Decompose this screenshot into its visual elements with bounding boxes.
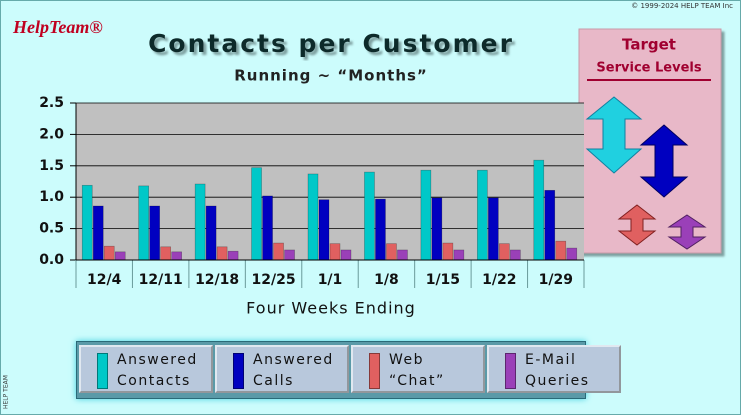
x-tick-label: 12/11 <box>139 272 183 288</box>
bar <box>262 195 273 261</box>
legend-item: Answered Calls <box>215 345 349 393</box>
y-tick-label: 0.0 <box>39 252 64 268</box>
x-tick-label: 1/22 <box>482 272 516 288</box>
x-tick-label: 1/1 <box>318 272 343 288</box>
bar <box>171 251 182 261</box>
target-arrow <box>585 96 643 174</box>
bar <box>114 251 126 261</box>
target-subtitle: Service Levels <box>596 61 701 76</box>
bar <box>273 242 284 261</box>
bar <box>375 198 386 261</box>
bar <box>364 171 375 261</box>
side-label: HELP TEAM <box>3 375 10 409</box>
legend-label: Web “Chat” <box>389 352 445 389</box>
bar <box>533 159 545 261</box>
y-tick-label: 0.5 <box>39 221 64 237</box>
bar <box>205 205 217 261</box>
bar <box>138 185 149 261</box>
x-tick-label: 12/4 <box>87 272 122 288</box>
bar <box>227 250 239 261</box>
legend-swatch <box>97 353 108 389</box>
bar <box>340 249 352 261</box>
legend-swatch <box>233 353 244 389</box>
bar <box>160 246 171 261</box>
bar <box>442 242 454 261</box>
x-tick-label: 1/15 <box>426 272 460 288</box>
legend-label: E-Mail Queries <box>525 352 590 389</box>
bar <box>386 243 397 261</box>
bar <box>488 197 499 261</box>
bar <box>555 240 567 261</box>
bar <box>431 197 443 261</box>
y-tick-label: 2.5 <box>39 95 64 111</box>
x-tick-label: 12/25 <box>252 272 296 288</box>
bar <box>329 243 341 261</box>
bar <box>251 167 262 261</box>
bar <box>103 245 115 261</box>
bar <box>499 243 510 261</box>
bar <box>92 205 104 261</box>
bar <box>477 169 488 261</box>
x-tick-label: 12/18 <box>195 272 239 288</box>
bar <box>397 249 408 261</box>
chart-subtitle: Running ~ “Months” <box>234 67 428 85</box>
plot-area <box>76 103 584 260</box>
bar <box>284 249 295 261</box>
target-arrow <box>617 204 657 246</box>
target-title: Target <box>622 36 676 54</box>
target-arrow <box>639 124 689 198</box>
legend-swatch <box>505 353 516 389</box>
bar <box>216 246 228 261</box>
bar <box>453 249 465 261</box>
target-arrow <box>667 214 707 250</box>
bar <box>566 247 578 261</box>
legend-item: E-Mail Queries <box>487 345 621 393</box>
bar <box>420 169 432 261</box>
bar <box>544 189 556 261</box>
legend-item: Web “Chat” <box>351 345 485 393</box>
legend-label: Answered Contacts <box>117 352 198 389</box>
bar <box>307 173 319 261</box>
bar <box>194 183 206 261</box>
target-panel: Target Service Levels <box>578 28 722 254</box>
legend-swatch <box>369 353 380 389</box>
x-axis-label: Four Weeks Ending <box>246 299 416 318</box>
x-tick-label: 1/8 <box>374 272 399 288</box>
copyright: © 1999-2024 HELP TEAM Inc <box>631 2 733 10</box>
legend-item: Answered Contacts <box>79 345 213 393</box>
bar <box>318 199 330 261</box>
y-tick-label: 1.0 <box>39 189 64 205</box>
y-tick-label: 2.0 <box>39 126 64 142</box>
logo: HelpTeam® <box>12 17 103 37</box>
bar <box>149 205 160 261</box>
bar <box>81 184 93 261</box>
chart-title: Contacts per Customer <box>148 29 514 58</box>
x-tick-label: 1/29 <box>539 272 573 288</box>
bar <box>510 249 521 261</box>
legend-label: Answered Calls <box>253 352 334 389</box>
y-tick-label: 1.5 <box>39 158 64 174</box>
